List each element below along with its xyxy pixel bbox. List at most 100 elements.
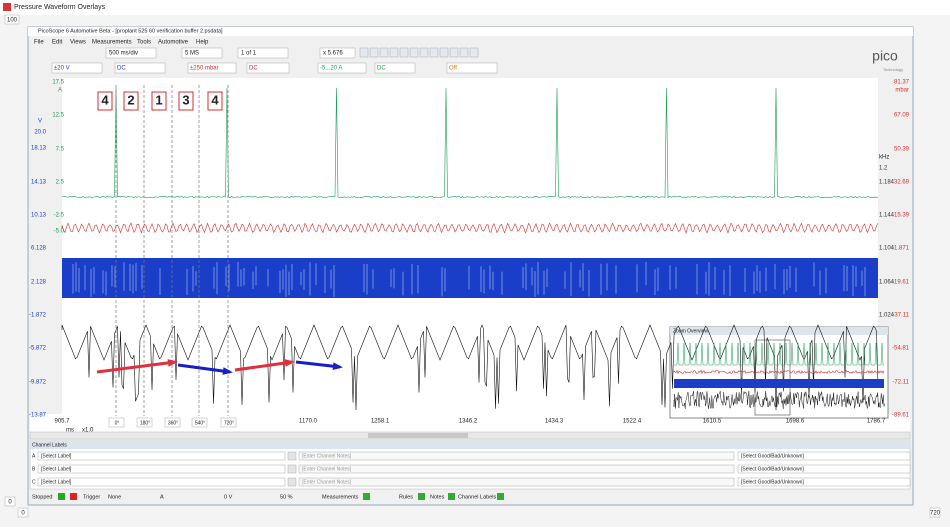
status-item[interactable]: Stopped [32,494,53,500]
notes-input[interactable]: [Enter Channel Notes] [302,479,352,485]
status-dropdown[interactable] [737,451,911,461]
menu-item[interactable]: Help [196,40,209,46]
toolbar-button[interactable] [449,47,459,58]
status-item[interactable]: 50 % [280,494,293,500]
cylinder-label: 4 [101,92,109,107]
notes-button[interactable] [287,464,297,474]
toolbar-button[interactable] [429,47,439,58]
status-button[interactable] [418,493,425,500]
axis-unit: mbar [895,88,909,94]
toolbar-button[interactable] [399,47,409,58]
toolbar-button[interactable] [409,47,419,58]
degree-box [108,417,125,428]
menu-item[interactable]: File [34,40,44,46]
toolbar-button[interactable] [419,47,429,58]
status-item[interactable]: Notes [430,494,445,500]
channel-dropdown[interactable] [446,62,498,74]
cylinder-box [123,91,139,111]
label-select[interactable]: [Select Label] [41,479,72,485]
toolbar-value[interactable]: 5 MS [185,51,199,57]
toolbar-field[interactable] [181,47,223,59]
axis-label: 50.39 [894,147,910,153]
notes-input[interactable]: [Enter Channel Notes] [302,466,352,472]
axis-label: 10.13 [31,213,47,219]
label-dropdown[interactable] [37,451,286,461]
label-select[interactable]: [Select Label] [41,466,72,472]
label-dropdown[interactable] [37,464,286,474]
status-button[interactable] [497,493,504,500]
x-axis-zoom: x1.0 [82,428,94,434]
channel-dropdown[interactable] [114,62,166,74]
toolbar-value[interactable]: 1 of 1 [241,51,257,57]
toolbar-button[interactable] [369,47,379,58]
menu-item[interactable]: Automotive [158,40,189,46]
status-dropdown[interactable] [737,464,911,474]
status-item[interactable]: None [108,494,121,500]
channel-dropdown[interactable] [246,62,290,74]
status-button[interactable] [58,493,65,500]
zoom-window[interactable] [754,339,791,416]
zoom-red-trace [673,369,885,375]
channel-setting[interactable]: DC [377,66,386,72]
channel-dropdown[interactable] [51,62,103,74]
toolbar-button[interactable] [439,47,449,58]
status-item[interactable]: Trigger [83,494,100,500]
axis-label: -13.87 [29,413,47,419]
channel-setting[interactable]: -5...20 A [320,66,342,72]
status-select[interactable]: [Select Good/Bad/Unknown] [741,479,804,485]
axis-label: 17.5 [52,80,64,86]
x-axis-label: 1522.4 [623,419,642,425]
toolbar-value[interactable]: 500 ms/div [109,51,138,57]
toolbar-field[interactable] [105,47,157,59]
channel-setting[interactable]: DC [249,66,258,72]
scrollbar[interactable] [29,431,911,440]
status-item[interactable]: A [160,494,164,500]
zoom-blue-trace [674,379,884,388]
label-select[interactable]: [Select Label] [41,453,72,459]
status-item[interactable]: 0 V [224,494,233,500]
notes-input[interactable]: [Enter Channel Notes] [302,453,352,459]
status-button[interactable] [70,493,77,500]
arrow-head [167,359,178,367]
toolbar-field[interactable] [319,47,356,59]
status-button[interactable] [448,493,455,500]
panel-header [30,441,910,449]
status-item[interactable]: Rules [399,494,413,500]
menu-item[interactable]: Edit [52,40,63,46]
notes-field[interactable] [298,477,735,487]
toolbar-value[interactable]: x 5.676 [323,51,343,57]
menu-item[interactable]: Views [70,40,86,46]
notes-field[interactable] [298,464,735,474]
toolbar-button[interactable] [389,47,399,58]
status-button[interactable] [363,493,370,500]
menu-item[interactable]: Measurements [92,40,132,46]
toolbar-button[interactable] [469,47,479,58]
toolbar-button[interactable] [459,47,469,58]
channel-dropdown[interactable] [317,62,367,74]
notes-button[interactable] [287,477,297,487]
toolbar-button[interactable] [379,47,389,58]
channel-setting[interactable]: Off [449,66,457,72]
marker-label: 100 [7,18,18,24]
axis-label: 1.104 [879,246,895,252]
marker [4,496,16,507]
menu-item[interactable]: Tools [137,40,151,46]
channel-setting[interactable]: DC [117,66,126,72]
channel-dropdown[interactable] [374,62,416,74]
channel-dropdown[interactable] [187,62,237,74]
status-item[interactable]: Channel Labels [458,494,496,500]
status-select[interactable]: [Select Good/Bad/Unknown] [741,466,804,472]
toolbar-button[interactable] [359,47,369,58]
channel-setting[interactable]: ±20 V [54,66,70,72]
channel-setting[interactable]: ±250 mbar [190,66,219,72]
scroll-thumb[interactable] [368,433,468,438]
status-item[interactable]: Measurements [322,494,359,500]
toolbar-field[interactable] [237,47,289,59]
notes-field[interactable] [298,451,735,461]
status-dropdown[interactable] [737,477,911,487]
arrow-head [332,362,343,371]
status-select[interactable]: [Select Good/Bad/Unknown] [741,453,804,459]
label-dropdown[interactable] [37,477,286,487]
notes-button[interactable] [287,451,297,461]
